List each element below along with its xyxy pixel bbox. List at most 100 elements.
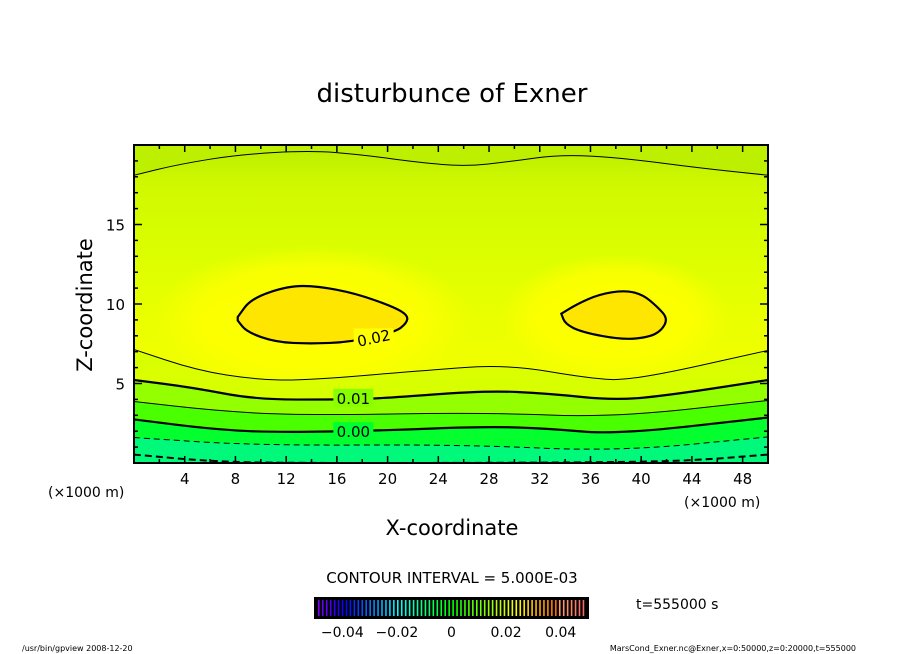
colorbar-stripe	[531, 600, 533, 616]
colorbar-stripe	[511, 600, 514, 616]
x-tick-label: 20	[378, 470, 397, 488]
contour-line	[134, 436, 768, 450]
colorbar-frame	[314, 597, 589, 619]
y-axis-label: Z-coordinate	[73, 238, 97, 372]
colorbar-stripe	[369, 600, 371, 616]
colorbar-stripe	[420, 600, 423, 616]
colorbar-stripe	[321, 600, 324, 616]
colorbar-stripe	[574, 600, 577, 616]
colorbar-stripe	[543, 600, 545, 616]
colorbar-stripe	[578, 600, 581, 616]
x-axis-label: X-coordinate	[386, 516, 519, 540]
footer-left: /usr/bin/gpview 2008-12-20	[22, 644, 133, 653]
colorbar-stripe	[357, 600, 360, 616]
colorbar-stripe	[479, 600, 482, 616]
colorbar-stripe	[558, 600, 561, 616]
colorbar-stripe	[464, 600, 466, 616]
colorbar-stripe	[555, 600, 557, 616]
colorbar-tick-label: 0	[447, 625, 456, 641]
contour-line	[134, 453, 768, 463]
colorbar-stripe	[385, 600, 387, 616]
x-tick-label: 24	[429, 470, 448, 488]
y-tick-label: 5	[115, 376, 125, 394]
contour-line	[559, 290, 667, 340]
colorbar-stripe	[562, 600, 565, 616]
colorbar-stripe	[345, 600, 348, 616]
colorbar-stripe	[491, 600, 494, 616]
colorbar-stripe	[329, 600, 332, 616]
colorbar-stripe	[503, 600, 506, 616]
colorbar-stripe	[381, 600, 383, 616]
colorbar-stripe	[452, 600, 454, 616]
contour-label: 0.00	[337, 423, 370, 441]
colorbar-stripe	[416, 600, 419, 616]
colorbar-stripe	[483, 600, 486, 616]
colorbar-stripe	[436, 600, 439, 616]
colorbar-tick-label: 0.04	[545, 625, 576, 641]
contour-core-fill	[561, 291, 666, 339]
colorbar-stripe	[507, 600, 510, 616]
title: disturbunce of Exner	[317, 79, 588, 109]
colorbar-stripe	[456, 600, 458, 616]
x-tick-label: 44	[682, 470, 701, 488]
colorbar-stripe	[353, 600, 356, 616]
colorbar-stripe	[448, 600, 450, 616]
colorbar-stripe	[519, 600, 522, 616]
colorbar-stripe	[400, 600, 403, 616]
band-top	[134, 145, 768, 176]
chart-title: disturbunce of Exner	[317, 79, 588, 109]
time-label: t=555000 s	[636, 597, 718, 613]
colorbar-stripe	[341, 600, 344, 616]
colorbar-stripe	[440, 600, 443, 616]
colorbar-stripe	[408, 600, 411, 616]
contour-line	[134, 400, 768, 417]
colorbar-stripe	[527, 600, 529, 616]
colorbar-stripe	[404, 600, 407, 616]
colorbar-stripe	[444, 600, 446, 616]
colorbar-stripe	[397, 600, 399, 616]
colorbar-tick-label: −0.02	[375, 625, 418, 641]
colorbar-stripe	[539, 600, 541, 616]
colorbar-stripe	[333, 600, 336, 616]
colorbar-stripe	[337, 600, 340, 616]
x-unit-left: (×1000 m)	[48, 485, 124, 501]
colorbar-stripe	[472, 600, 474, 616]
colorbar-stripe	[428, 600, 431, 616]
x-tick-label: 32	[530, 470, 549, 488]
contour-label: 0.01	[337, 390, 370, 408]
colorbar-stripe	[432, 600, 435, 616]
colorbar-background	[315, 598, 588, 618]
colorbar-stripe	[499, 600, 502, 616]
x-tick-label: 4	[180, 470, 190, 488]
colorbar-stripe	[373, 600, 375, 616]
contour-line	[236, 284, 409, 345]
footer-right: MarsCond_Exner.nc@Exner,x=0:50000,z=0:20…	[610, 644, 856, 653]
x-tick-label: 36	[581, 470, 600, 488]
colorbar-stripe	[582, 600, 585, 616]
x-tick-label: 48	[733, 470, 752, 488]
plot-area: 0.010.000.02	[134, 145, 768, 463]
y-tick-label: 15	[106, 217, 125, 235]
colorbar-stripe	[487, 600, 490, 616]
contour-line	[134, 416, 768, 434]
colorbar-stripe	[393, 600, 395, 616]
colorbar-tick-label: 0.02	[491, 625, 522, 641]
colorbar-stripe	[424, 600, 427, 616]
x-unit-right: (×1000 m)	[684, 495, 760, 511]
colorbar-stripe	[365, 600, 367, 616]
colorbar-stripe	[389, 600, 391, 616]
colorbar-stripe	[515, 600, 518, 616]
colorbar	[315, 598, 588, 618]
contour-label-gap	[333, 422, 374, 441]
contour-line	[134, 151, 768, 176]
colorbar-stripe	[566, 600, 569, 616]
colorbar-stripe	[325, 600, 328, 616]
contour-interval: CONTOUR INTERVAL = 5.000E-03	[326, 569, 577, 587]
x-tick-label: 40	[632, 470, 651, 488]
contour-band-fill	[134, 436, 768, 463]
colorbar-stripe	[349, 600, 352, 616]
colorbar-tick-label: −0.04	[321, 625, 364, 641]
colorbar-stripe	[361, 600, 364, 616]
colorbar-stripe	[412, 600, 415, 616]
